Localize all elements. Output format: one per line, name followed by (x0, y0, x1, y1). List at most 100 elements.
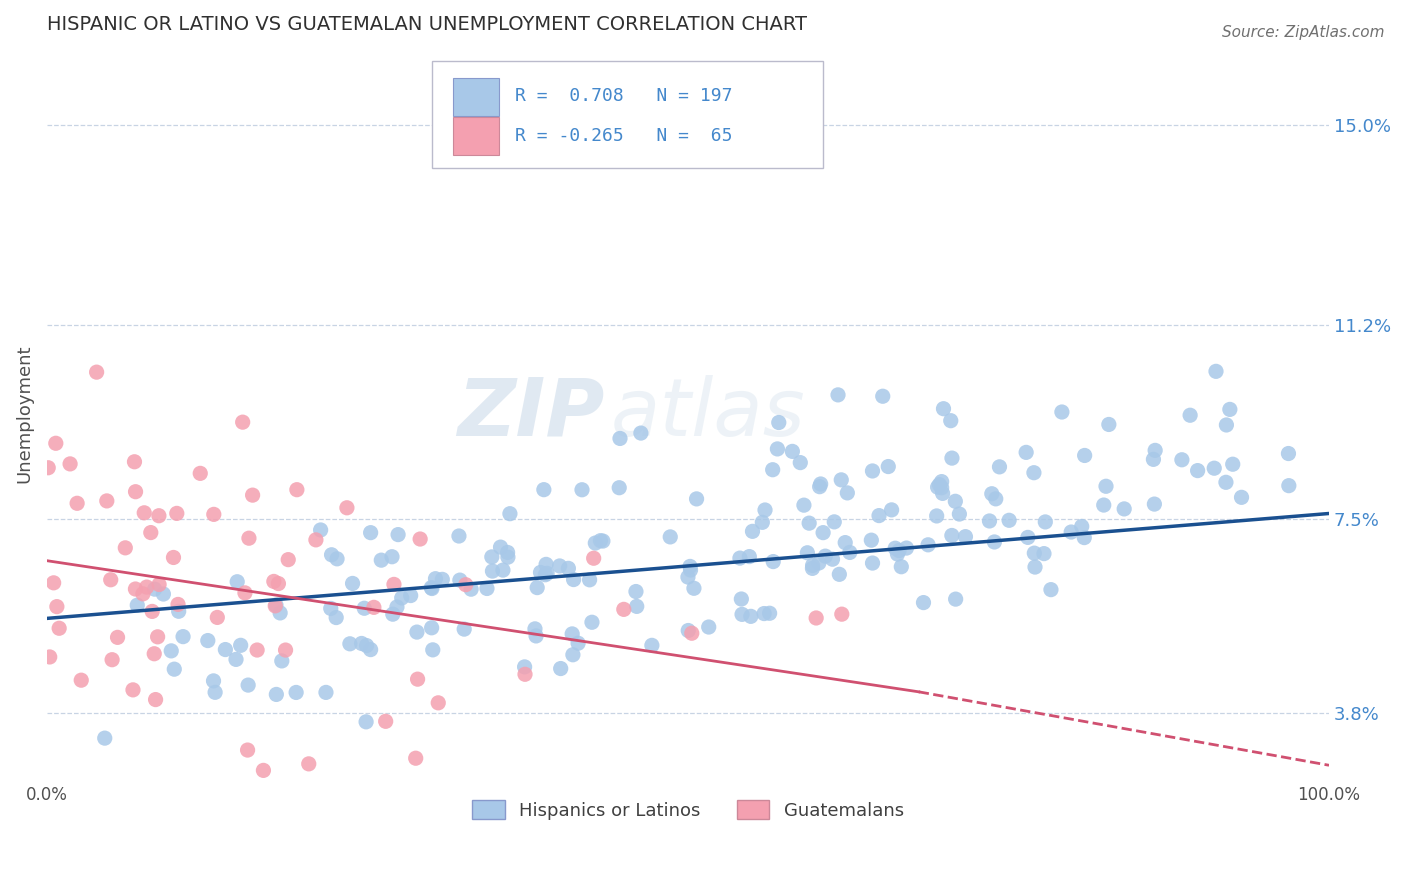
Point (534, 558, 557, 572)
Point (583, 536, 606, 550)
Point (59, 457, 82, 471)
Point (162, 550, 184, 565)
Text: R = -0.265   N =  65: R = -0.265 N = 65 (515, 128, 733, 145)
Point (107, 631, 129, 645)
Point (1022, 466, 1045, 480)
Point (838, 545, 860, 559)
Point (821, 552, 844, 566)
Point (381, 607, 404, 622)
Point (799, 516, 821, 530)
Point (233, 586, 256, 600)
Point (1017, 530, 1039, 544)
Point (360, 525, 382, 540)
Point (536, 566, 558, 581)
Point (360, 642, 382, 657)
Point (460, 582, 482, 597)
Point (581, 615, 603, 630)
Point (681, 626, 703, 640)
Point (38, 649, 60, 664)
Point (1024, 560, 1046, 574)
Point (135, 580, 157, 594)
Text: Source: ZipAtlas.com: Source: ZipAtlas.com (1222, 25, 1385, 40)
Point (571, 483, 593, 497)
Point (370, 553, 392, 567)
Point (1039, 582, 1062, 597)
Point (948, 507, 970, 521)
Point (827, 388, 849, 402)
Point (226, 574, 249, 589)
Point (1073, 449, 1095, 463)
Point (550, 661, 572, 675)
Point (917, 538, 939, 552)
Point (353, 601, 375, 615)
Legend: Hispanics or Latinos, Guatemalans: Hispanics or Latinos, Guatemalans (465, 793, 911, 827)
Point (1033, 547, 1056, 561)
Point (160, 644, 183, 658)
Point (1178, 409, 1201, 423)
Point (139, 525, 162, 540)
Point (242, 488, 264, 502)
Point (751, 516, 773, 530)
Point (309, 523, 332, 537)
Point (409, 532, 432, 546)
Point (524, 629, 547, 643)
Point (166, 507, 188, 521)
Point (134, 506, 156, 520)
Point (356, 639, 378, 653)
Point (607, 481, 630, 495)
Point (124, 484, 146, 499)
Point (270, 654, 292, 668)
Point (880, 503, 903, 517)
Point (236, 743, 259, 757)
Text: HISPANIC OR LATINO VS GUATEMALAN UNEMPLOYMENT CORRELATION CHART: HISPANIC OR LATINO VS GUATEMALAN UNEMPLO… (46, 15, 807, 34)
Point (782, 444, 804, 458)
Point (321, 548, 343, 562)
Point (238, 531, 260, 545)
Point (274, 643, 297, 657)
Point (496, 545, 519, 559)
Point (814, 549, 837, 563)
Point (336, 500, 359, 515)
Point (197, 633, 219, 648)
Point (789, 456, 811, 470)
Point (42, 575, 65, 590)
Point (834, 535, 856, 549)
Point (928, 477, 950, 491)
Point (931, 475, 953, 489)
Point (148, 577, 170, 591)
Point (246, 643, 269, 657)
Point (252, 764, 274, 778)
Point (860, 533, 883, 548)
Point (152, 587, 174, 601)
Point (523, 622, 546, 636)
Point (425, 572, 447, 586)
Point (70, 673, 93, 688)
Point (1142, 452, 1164, 467)
Point (399, 589, 422, 603)
Point (578, 573, 600, 587)
Point (998, 513, 1021, 527)
Point (143, 582, 166, 596)
Point (148, 508, 170, 523)
Point (492, 563, 515, 577)
Point (659, 530, 682, 544)
Point (325, 610, 347, 624)
Point (1205, 364, 1227, 378)
Point (796, 546, 818, 560)
Point (679, 563, 702, 577)
Point (728, 551, 751, 566)
Point (931, 481, 953, 495)
Point (269, 606, 291, 620)
Y-axis label: Unemployment: Unemployment (15, 344, 32, 483)
Point (66, 496, 89, 510)
Point (927, 480, 949, 494)
Point (122, 682, 145, 697)
Point (1070, 519, 1092, 533)
Point (285, 685, 308, 699)
Point (979, 514, 1001, 528)
Point (339, 637, 361, 651)
Point (94, 731, 117, 746)
Point (124, 455, 146, 469)
Point (453, 622, 475, 636)
Point (350, 636, 373, 650)
